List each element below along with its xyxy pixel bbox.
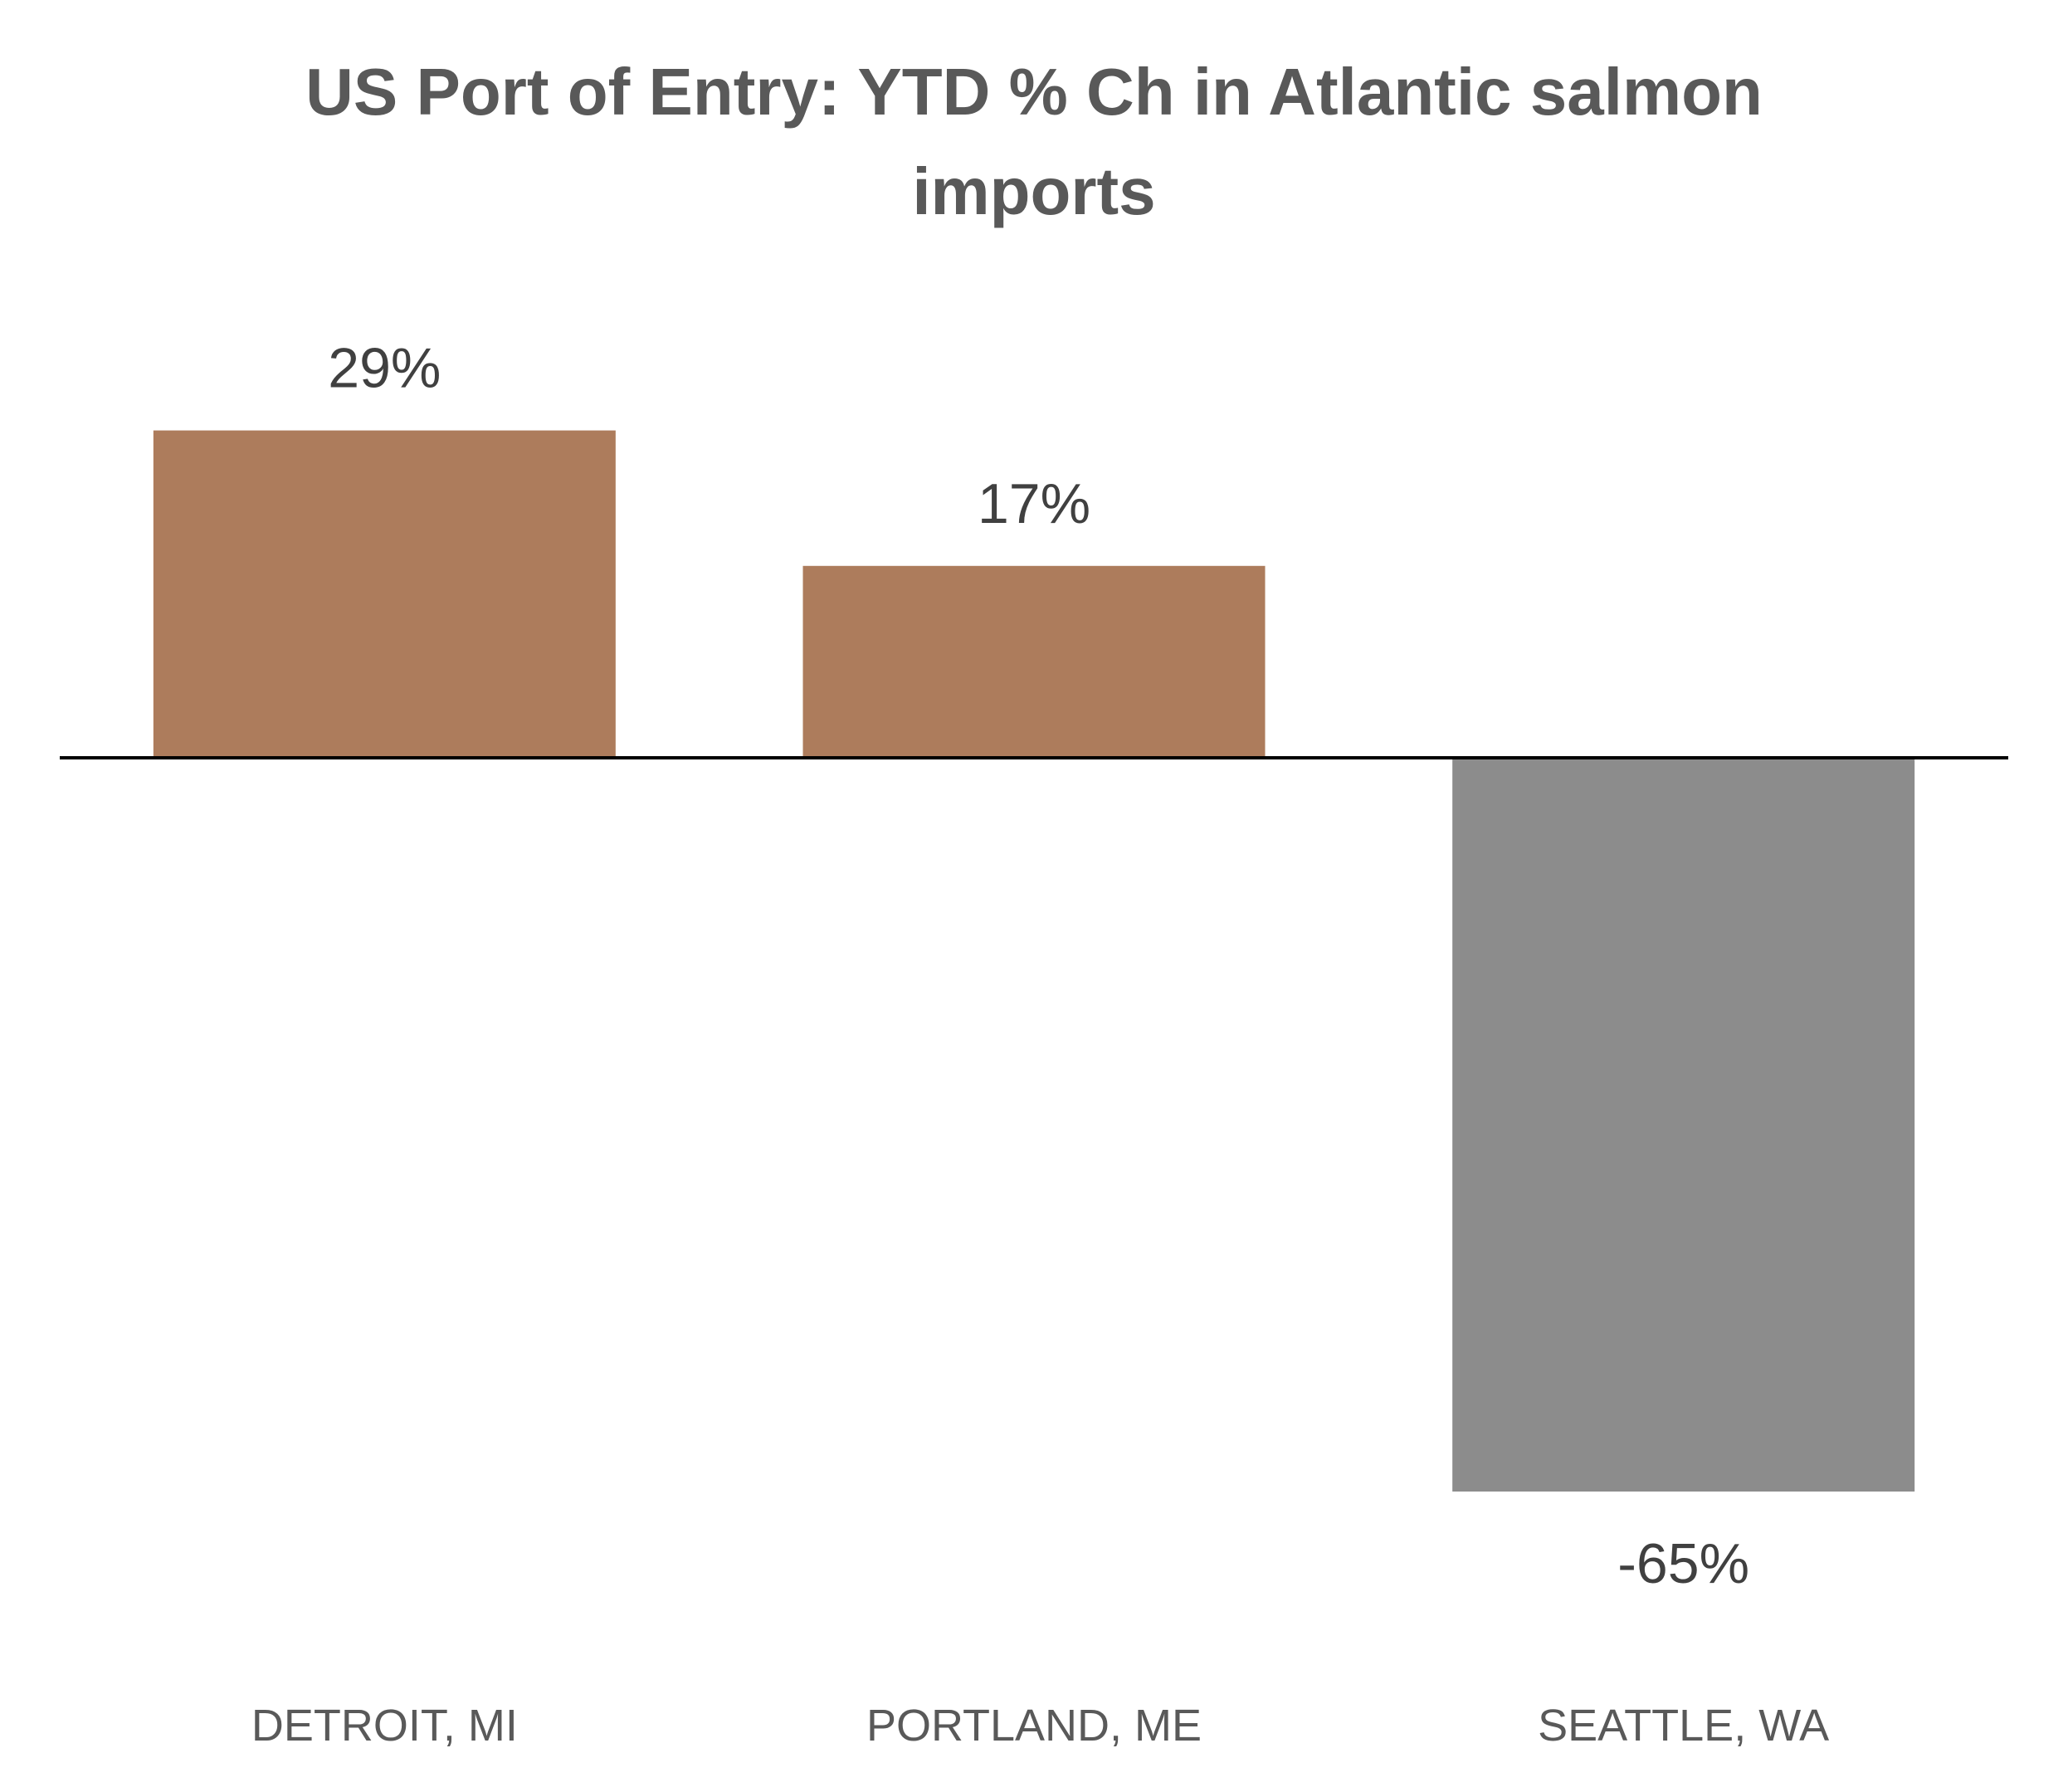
bar-3 [1452, 758, 1915, 1492]
chart-title-line-1: US Port of Entry: YTD % Ch in Atlantic s… [305, 55, 1763, 129]
data-label-2: 17% [978, 472, 1090, 535]
category-label-2: PORTLAND, ME [866, 1701, 1202, 1750]
bar-2 [802, 565, 1266, 758]
chart-title: US Port of Entry: YTD % Ch in Atlantic s… [305, 55, 1763, 228]
category-labels-group: DETROIT, MI PORTLAND, ME SEATTLE, WA [251, 1701, 1829, 1750]
chart-title-line-2: imports [912, 154, 1155, 228]
data-label-1: 29% [328, 337, 441, 400]
category-label-1: DETROIT, MI [251, 1701, 518, 1750]
data-labels-group: 29% 17% -65% [328, 337, 1749, 1595]
data-label-3: -65% [1617, 1532, 1749, 1595]
bars-group [153, 430, 1915, 1492]
category-label-3: SEATTLE, WA [1538, 1701, 1829, 1750]
bar-1 [153, 430, 616, 758]
